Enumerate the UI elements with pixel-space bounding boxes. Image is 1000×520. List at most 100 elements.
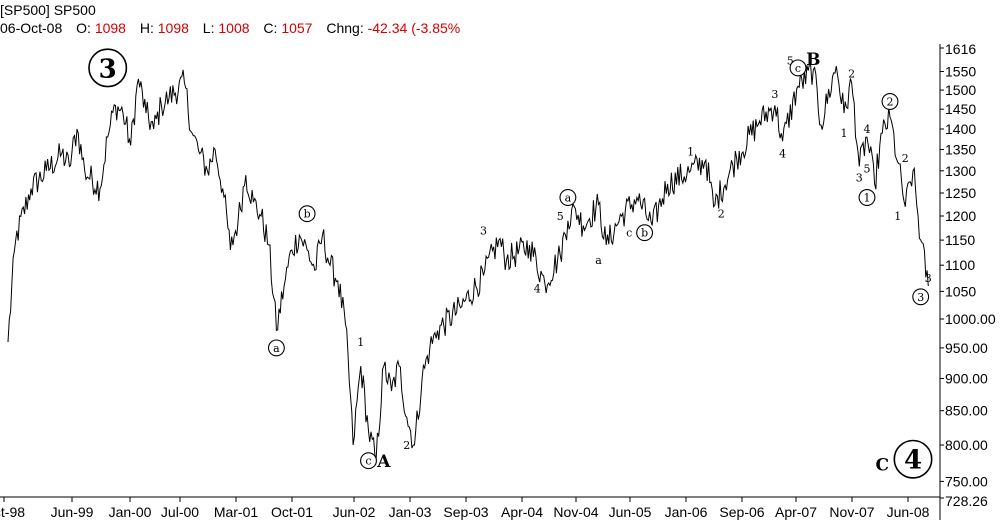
x-tick-label: Jan-03 — [389, 504, 432, 520]
y-tick-label: 800.00 — [945, 437, 988, 453]
wave-label: 5 — [557, 210, 564, 223]
wave-label: 2 — [718, 208, 725, 221]
x-tick-label: Mar-01 — [214, 504, 259, 520]
x-tick-label: Oct-98 — [0, 504, 25, 520]
y-tick-label: 1000.00 — [945, 311, 996, 327]
wave-label: a — [595, 254, 602, 267]
wave-label-circle — [360, 452, 377, 470]
price-line — [7, 62, 929, 461]
y-tick-label: 1200 — [945, 208, 976, 224]
y-tick-label: 1300 — [945, 163, 976, 179]
wave-label: 4 — [534, 283, 541, 296]
y-tick-label: 1550 — [945, 64, 976, 80]
wave-label-circle — [893, 439, 933, 479]
ohlc-readout: 06-Oct-08 O: 1098 H: 1098 L: 1008 C: 105… — [0, 20, 460, 36]
chart-header: [SP500] SP500 06-Oct-08 O: 1098 H: 1098 … — [0, 0, 940, 44]
open-label: O: — [76, 20, 91, 36]
y-tick-label: 1150 — [945, 232, 975, 248]
wave-label: b — [641, 227, 648, 240]
wave-label: 2 — [887, 95, 894, 108]
x-tick-label: Jun-05 — [609, 504, 652, 520]
wave-label: 4 — [864, 123, 871, 136]
wave-label-circle — [912, 288, 930, 306]
y-tick-label: 1350 — [945, 142, 976, 158]
wave-label: 1 — [864, 192, 871, 205]
high-value: 1098 — [157, 20, 189, 36]
wave-label: b — [304, 208, 311, 221]
y-tick-label: 1616 — [945, 41, 976, 57]
x-tick-label: Sep-03 — [443, 504, 488, 520]
y-tick-label: 900.00 — [945, 371, 988, 387]
wave-label-circle — [267, 339, 285, 357]
wave-label: C — [876, 456, 890, 476]
wave-label: A — [376, 452, 391, 472]
x-tick-label: Sep-06 — [719, 504, 764, 520]
wave-label: 2 — [848, 67, 855, 80]
wave-label: 1 — [894, 210, 901, 223]
y-tick-label: 1400 — [945, 121, 976, 137]
x-tick-label: Jul-00 — [161, 504, 199, 520]
x-tick-label: Apr-07 — [775, 504, 817, 520]
x-tick-label: Jun-08 — [887, 504, 930, 520]
wave-label: 3 — [917, 291, 924, 304]
wave-label: B — [806, 50, 820, 70]
high-label: H: — [139, 20, 154, 36]
wave-label: 3 — [771, 88, 778, 101]
wave-label: 5 — [864, 163, 871, 176]
wave-label: 3 — [856, 171, 863, 184]
wave-label: c — [795, 62, 801, 75]
y-tick-label: 1050 — [945, 283, 976, 299]
y-tick-label: 728.26 — [945, 493, 988, 509]
wave-label: c — [626, 227, 632, 240]
wave-label: a — [273, 342, 280, 355]
symbol-title: [SP500] SP500 — [0, 2, 96, 18]
wave-label: 5 — [787, 55, 794, 68]
x-tick-label: Apr-04 — [501, 504, 543, 520]
low-value: 1008 — [218, 20, 250, 36]
wave-label: 1 — [687, 146, 694, 159]
wave-label: 3 — [925, 272, 932, 285]
wave-label-circle — [88, 48, 128, 88]
wave-label: 1 — [357, 336, 364, 349]
x-tick-label: Jun-02 — [333, 504, 376, 520]
y-tick-label: 1250 — [945, 185, 976, 201]
x-tick-label: Jan-06 — [665, 504, 708, 520]
wave-label: 4 — [779, 148, 786, 161]
y-tick-label: 1500 — [945, 82, 976, 98]
x-tick-label: Nov-04 — [553, 504, 598, 520]
open-value: 1098 — [94, 20, 126, 36]
wave-label-circle — [559, 189, 577, 206]
x-tick-label: Nov-07 — [829, 504, 874, 520]
wave-label-circle — [858, 189, 876, 206]
close-value: 1057 — [281, 20, 313, 36]
y-tick-label: 750.00 — [945, 473, 988, 489]
y-tick-label: 1450 — [945, 101, 976, 117]
wave-label: 4 — [904, 446, 922, 476]
wave-label-circle — [298, 205, 316, 223]
wave-label-circle — [789, 59, 807, 77]
wave-label: c — [365, 455, 371, 468]
price-series-layer — [7, 62, 929, 461]
y-tick-label: 1100 — [945, 257, 975, 273]
low-label: L: — [202, 20, 215, 36]
wave-label-circle — [881, 93, 899, 110]
y-tick-label: 950.00 — [945, 340, 988, 356]
x-tick-label: Jan-00 — [109, 504, 152, 520]
wave-label-circle — [636, 224, 654, 242]
y-axis-ticks: 1616 1550 1500 1450 1400 1350 1300 1250 1200 1150… — [940, 41, 996, 509]
change-label: Chng: — [326, 20, 364, 36]
close-label: C: — [263, 20, 278, 36]
wave-label: a — [565, 192, 572, 205]
wave-label: 3 — [99, 54, 117, 84]
change-value: -42.34 (-3.85% — [367, 20, 461, 36]
x-tick-label: Jun-99 — [51, 504, 94, 520]
wave-label: 2 — [403, 439, 410, 452]
x-tick-label: Oct-01 — [271, 504, 313, 520]
wave-label: 2 — [902, 152, 909, 165]
y-tick-label: 850.00 — [945, 403, 988, 419]
x-axis-ticks: Oct-98 Jun-99 Jan-00 Jul-00 Mar-01 Oct-01 Jun-… — [0, 497, 930, 520]
wave-label: 1 — [841, 127, 848, 140]
wave-label: 3 — [480, 224, 487, 237]
